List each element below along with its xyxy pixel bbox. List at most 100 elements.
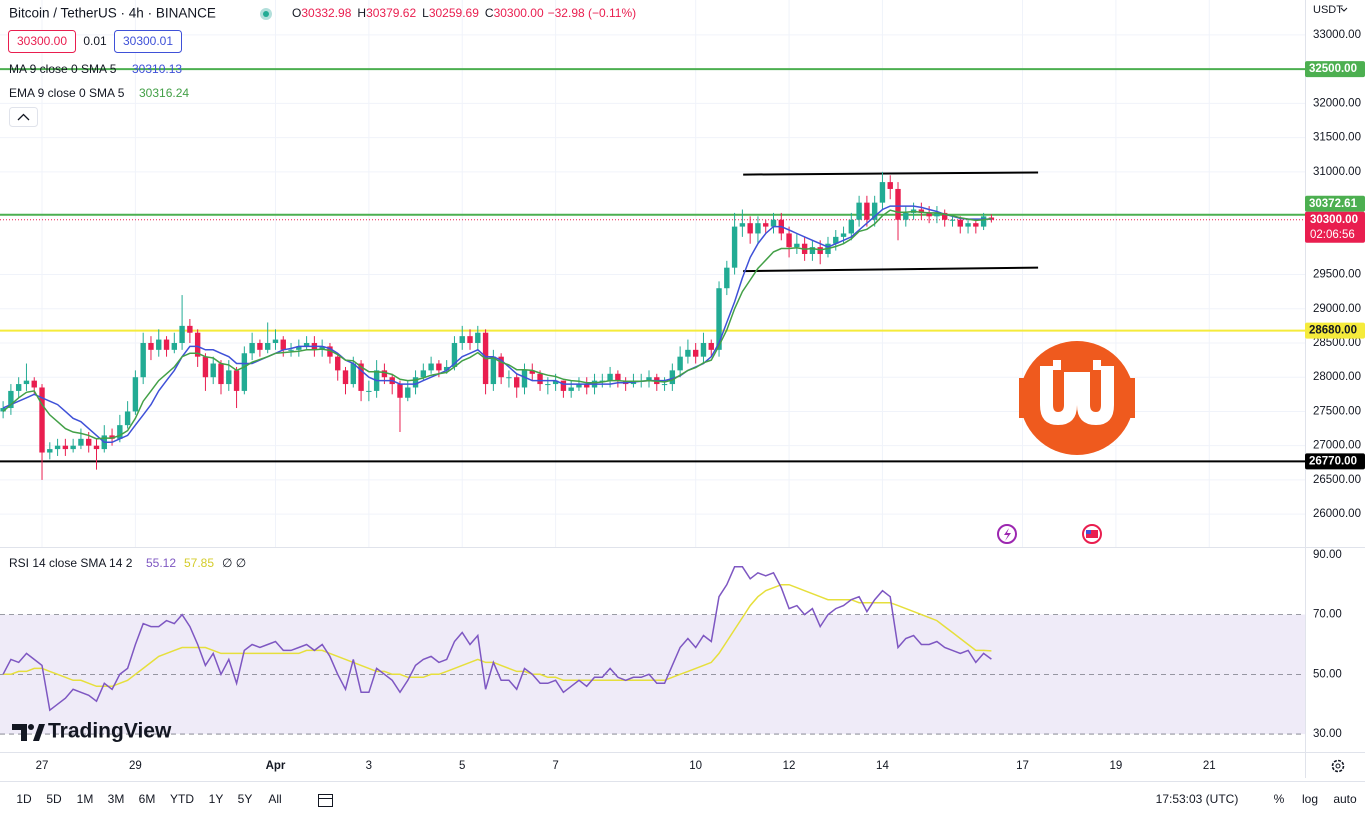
- collapse-button[interactable]: [9, 107, 38, 127]
- candle-body: [249, 342, 255, 354]
- y-tick-label: 27000.00: [1313, 440, 1361, 452]
- rsi-grid: [0, 614, 1305, 735]
- ohlc-label: H: [357, 6, 366, 20]
- buy-button[interactable]: [114, 30, 182, 53]
- level-label-bg: [1305, 322, 1365, 339]
- x-tick-label: Apr: [266, 760, 286, 772]
- sell-button[interactable]: [8, 30, 76, 53]
- candle-body: [241, 353, 248, 391]
- range-button[interactable]: YTD: [170, 792, 194, 806]
- candle-body: [677, 356, 683, 371]
- ema-legend[interactable]: EMA 9 close 0 SMA 5: [9, 86, 125, 100]
- rsi-legend[interactable]: RSI 14 close SMA 14 2: [9, 556, 133, 570]
- candle-body: [467, 336, 473, 343]
- settings-icon[interactable]: [1331, 759, 1345, 773]
- candle-body: [54, 445, 61, 450]
- candle-body: [296, 346, 302, 350]
- scale-option[interactable]: %: [1274, 792, 1285, 806]
- candle-body: [887, 182, 893, 189]
- candle-body: [303, 342, 310, 347]
- y-tick-label: 33000.00: [1313, 29, 1361, 41]
- ohlc-change: −32.98 (−0.11%): [548, 6, 637, 20]
- flag-glyph: [1086, 530, 1098, 538]
- candle-body: [264, 342, 271, 350]
- last-price-label: 30300.00: [1310, 214, 1358, 226]
- sell-price[interactable]: 30300.00: [17, 34, 67, 48]
- range-button[interactable]: All: [268, 792, 281, 806]
- y-tick-label: 29500.00: [1313, 269, 1361, 281]
- candle-body: [319, 346, 325, 350]
- candle-body: [280, 339, 286, 350]
- series-line: [2, 566, 992, 712]
- trendline: [743, 171, 1039, 176]
- level-label: 30372.61: [1309, 198, 1358, 210]
- calendar-frame: [318, 794, 333, 807]
- candle-body: [973, 223, 979, 227]
- level-label-bg: [1305, 453, 1365, 470]
- candle-body: [607, 373, 613, 381]
- series-line: [2, 205, 992, 444]
- buy-price[interactable]: 30300.01: [123, 34, 173, 48]
- range-button[interactable]: 5D: [46, 792, 62, 806]
- candle-body: [498, 356, 504, 378]
- range-button[interactable]: 5Y: [238, 792, 253, 806]
- range-button[interactable]: 1D: [16, 792, 32, 806]
- range-button[interactable]: 1M: [77, 792, 94, 806]
- flag-glyph: [1086, 530, 1091, 534]
- watermark-glyph: [1053, 360, 1061, 370]
- scale-option[interactable]: auto: [1333, 792, 1357, 806]
- clock[interactable]: 17:53:03 (UTC): [1156, 792, 1239, 806]
- candle-body: [980, 216, 987, 227]
- range-button[interactable]: 3M: [108, 792, 125, 806]
- candle-body: [350, 363, 356, 385]
- rsi-legend-extra: ∅ ∅: [222, 556, 246, 570]
- ma-legend-value: 30310.13: [132, 62, 182, 76]
- y-tick-label: 27500.00: [1313, 405, 1361, 417]
- x-tick-label: 7: [552, 760, 558, 772]
- candle-body: [117, 425, 123, 439]
- level-label: 26770.00: [1309, 455, 1357, 467]
- y-tick-label: 50.00: [1313, 668, 1342, 680]
- candle-body: [514, 377, 520, 388]
- candle-body: [0, 408, 6, 412]
- candle-body: [848, 219, 855, 234]
- candle-body: [272, 339, 279, 343]
- scale-option[interactable]: log: [1302, 792, 1318, 806]
- candle-body: [568, 387, 574, 391]
- currency[interactable]: USDT: [1313, 4, 1343, 16]
- ohlc-value: 30259.69: [429, 6, 479, 20]
- candle-body: [381, 370, 388, 378]
- x-tick-label: 14: [876, 760, 889, 772]
- candle-body: [187, 325, 193, 333]
- main-pane: [0, 68, 1305, 480]
- candle-body: [692, 349, 699, 357]
- ma-legend[interactable]: MA 9 close 0 SMA 5: [9, 62, 117, 76]
- y-tick-label: 31500.00: [1313, 132, 1361, 144]
- range-button[interactable]: 6M: [139, 792, 156, 806]
- y-tick-label: 29000.00: [1313, 303, 1361, 315]
- candle-body: [179, 325, 185, 343]
- watermark-glyph: [1093, 360, 1101, 370]
- brand-name: TradingView: [48, 720, 172, 743]
- x-tick-label: 17: [1016, 760, 1029, 772]
- candle-body: [148, 342, 154, 350]
- logo-mark: [33, 724, 45, 741]
- currency-caret: [1340, 7, 1348, 12]
- market-status-dot: [263, 11, 269, 17]
- candle-body: [537, 373, 543, 385]
- candle-body: [895, 188, 901, 220]
- candle-body: [747, 223, 753, 234]
- candle-body: [700, 342, 707, 357]
- x-tick-label: 5: [459, 760, 465, 772]
- range-button[interactable]: 1Y: [209, 792, 224, 806]
- x-tick-label: 12: [783, 760, 796, 772]
- candle-body: [708, 342, 714, 350]
- y-tick-label: 70.00: [1313, 609, 1342, 621]
- ohlc-value: 30300.00: [494, 6, 544, 20]
- candle-body: [965, 223, 971, 227]
- series-line: [3, 583, 992, 688]
- calendar-icon[interactable]: [318, 794, 333, 807]
